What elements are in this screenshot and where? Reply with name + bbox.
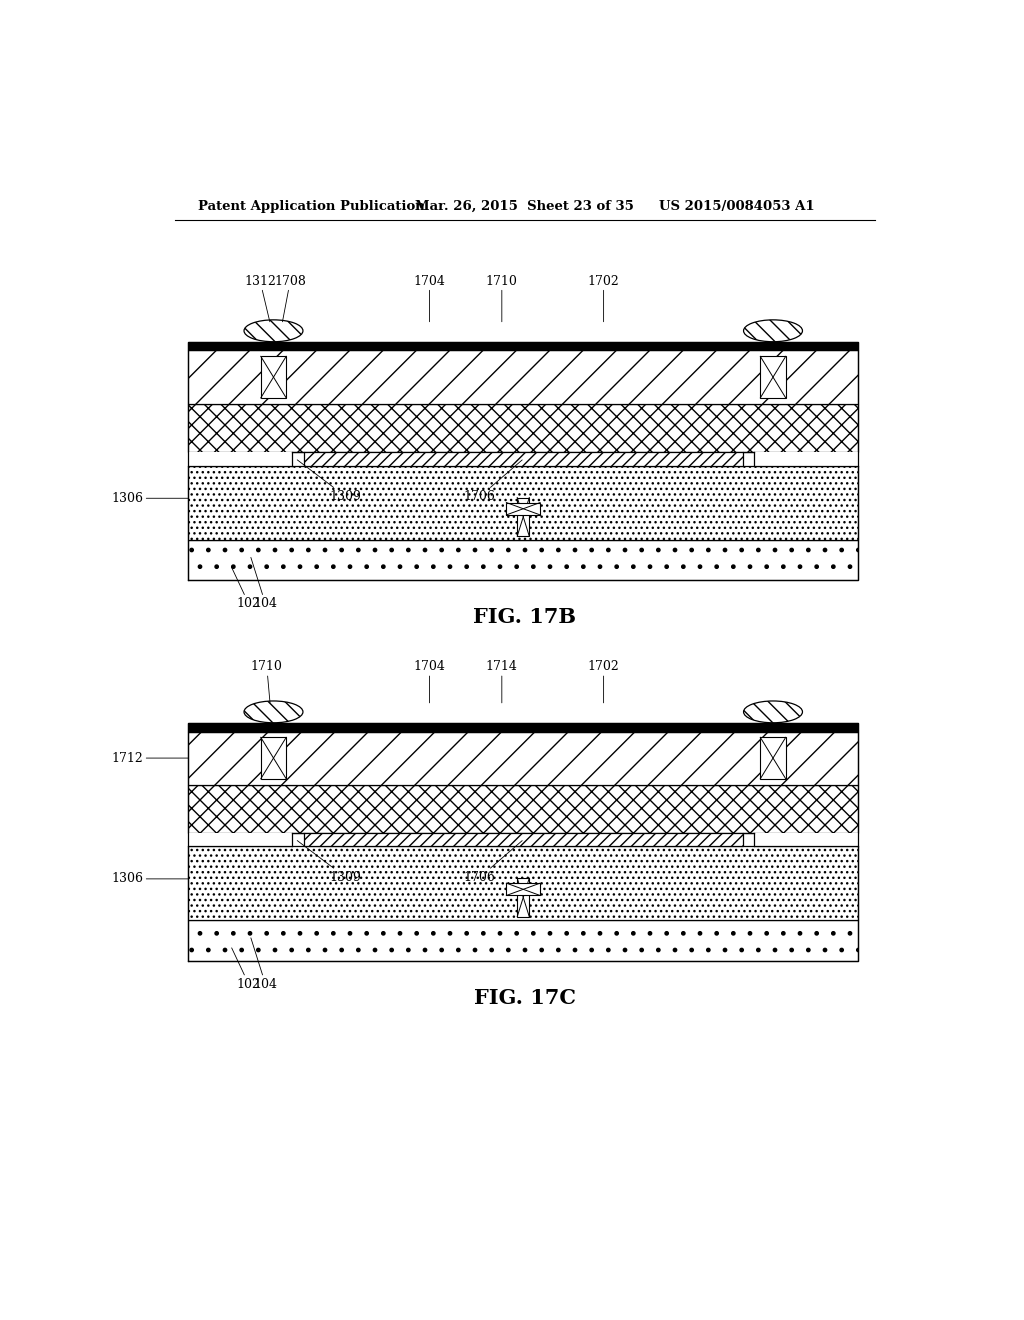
- Text: 1306: 1306: [112, 873, 188, 886]
- Bar: [261, 738, 287, 779]
- Text: Patent Application Publication: Patent Application Publication: [198, 199, 425, 213]
- Text: 1306: 1306: [112, 492, 188, 504]
- Text: 1710: 1710: [485, 275, 518, 322]
- Text: Mar. 26, 2015  Sheet 23 of 35: Mar. 26, 2015 Sheet 23 of 35: [415, 199, 634, 213]
- Bar: [188, 784, 858, 833]
- Text: 104: 104: [251, 939, 278, 991]
- Text: FIG. 17C: FIG. 17C: [474, 987, 575, 1007]
- Ellipse shape: [244, 319, 303, 342]
- Bar: [188, 833, 292, 846]
- Bar: [188, 540, 858, 581]
- Bar: [188, 920, 858, 961]
- Bar: [507, 883, 540, 895]
- Text: FIG. 17B: FIG. 17B: [473, 607, 577, 627]
- Text: 1710: 1710: [251, 660, 283, 702]
- Text: 1708: 1708: [274, 275, 306, 322]
- Text: 1704: 1704: [414, 275, 445, 322]
- Text: 102: 102: [231, 568, 261, 610]
- Text: 1702: 1702: [588, 275, 620, 322]
- Text: 1706: 1706: [464, 459, 522, 503]
- Bar: [188, 351, 858, 404]
- Text: 102: 102: [231, 948, 261, 991]
- Ellipse shape: [743, 319, 803, 342]
- Bar: [755, 453, 858, 466]
- Bar: [188, 404, 858, 453]
- Bar: [188, 453, 292, 466]
- Bar: [517, 878, 529, 916]
- Bar: [188, 731, 858, 784]
- Text: 1312: 1312: [244, 275, 276, 322]
- Bar: [304, 453, 742, 466]
- Text: 1309: 1309: [297, 841, 361, 884]
- Bar: [188, 723, 858, 731]
- Bar: [188, 342, 858, 351]
- Bar: [517, 498, 529, 536]
- Text: 1309: 1309: [297, 459, 361, 503]
- Bar: [760, 356, 785, 397]
- Text: 1706: 1706: [464, 841, 522, 884]
- Text: US 2015/0084053 A1: US 2015/0084053 A1: [658, 199, 814, 213]
- Bar: [188, 846, 858, 920]
- Bar: [261, 356, 287, 397]
- Bar: [755, 833, 858, 846]
- Bar: [760, 738, 785, 779]
- Bar: [507, 503, 540, 515]
- Text: 1712: 1712: [112, 751, 188, 764]
- Bar: [188, 466, 858, 540]
- Text: 104: 104: [251, 557, 278, 610]
- Ellipse shape: [244, 701, 303, 723]
- Text: 1702: 1702: [588, 660, 620, 702]
- Text: 1704: 1704: [414, 660, 445, 702]
- Bar: [304, 833, 742, 846]
- Text: 1714: 1714: [485, 660, 518, 702]
- Ellipse shape: [743, 701, 803, 723]
